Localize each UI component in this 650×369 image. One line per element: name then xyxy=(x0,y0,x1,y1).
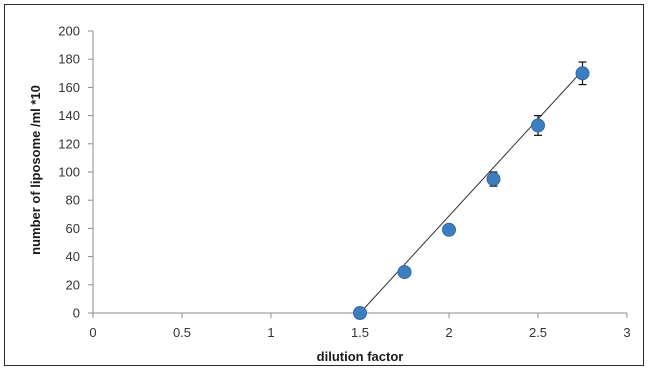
y-tick-label: 120 xyxy=(58,136,80,151)
x-tick-label: 2.5 xyxy=(529,325,547,340)
y-tick-label: 60 xyxy=(66,221,80,236)
y-axis-ticks: 0 20 40 60 80 100 120 140 160 180 200 xyxy=(58,24,93,321)
trendline-group xyxy=(359,70,583,314)
chart-frame xyxy=(4,4,644,366)
data-point xyxy=(575,66,590,81)
x-tick-label: 0 xyxy=(89,325,96,340)
axes xyxy=(92,31,627,314)
y-tick-label: 0 xyxy=(73,306,80,321)
data-point xyxy=(397,265,412,280)
x-tick-label: 2 xyxy=(445,325,452,340)
y-tick-label: 200 xyxy=(58,24,80,39)
y-tick-label: 20 xyxy=(66,277,80,292)
data-point xyxy=(442,222,456,237)
data-points xyxy=(353,66,590,320)
y-tick-label: 100 xyxy=(58,165,80,180)
y-tick-label: 140 xyxy=(58,108,80,123)
y-tick-label: 160 xyxy=(58,80,80,95)
data-point xyxy=(531,118,545,133)
y-tick-label: 80 xyxy=(66,193,80,208)
x-tick-label: 1 xyxy=(267,325,274,340)
x-tick-label: 0.5 xyxy=(173,325,191,340)
x-axis-title: dilution factor xyxy=(317,349,404,364)
x-tick-label: 1.5 xyxy=(351,325,369,340)
data-point xyxy=(353,306,367,320)
y-tick-label: 180 xyxy=(58,52,80,67)
y-tick-label: 40 xyxy=(66,249,80,264)
y-axis-title: number of liposome /ml *10 xyxy=(28,85,43,255)
data-point xyxy=(486,172,501,187)
x-tick-label: 3 xyxy=(623,325,630,340)
trendline xyxy=(359,70,583,314)
